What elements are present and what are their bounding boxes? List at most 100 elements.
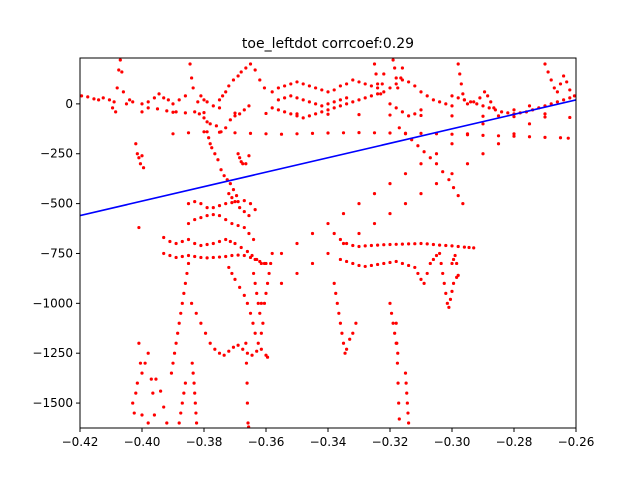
scatter-point (310, 131, 315, 135)
scatter-point (413, 265, 417, 270)
scatter-point (258, 259, 262, 264)
scatter-point (307, 84, 311, 88)
scatter-point (543, 62, 547, 66)
scatter-point (438, 251, 442, 256)
scatter-point (399, 76, 403, 80)
scatter-point (357, 202, 361, 206)
scatter-point (137, 341, 141, 345)
scatter-point (210, 146, 214, 150)
scatter-point (462, 245, 466, 249)
scatter-point (217, 213, 222, 218)
scatter-point (348, 337, 352, 341)
scatter-point (247, 213, 251, 218)
scatter-point (183, 281, 187, 285)
scatter-point (337, 311, 341, 315)
scatter-point (448, 297, 453, 301)
scatter-point (419, 90, 423, 94)
scatter-point (211, 212, 215, 217)
scatter-point (267, 271, 271, 276)
scatter-point (228, 118, 232, 122)
scatter-point (231, 188, 236, 192)
scatter-point (320, 104, 324, 108)
scatter-point (338, 321, 342, 325)
scatter-point (238, 205, 242, 210)
scatter-point (236, 223, 240, 228)
scatter-point (568, 88, 572, 92)
scatter-point (388, 182, 392, 186)
scatter-point (137, 225, 141, 230)
scatter-point (295, 80, 299, 84)
scatter-point (357, 263, 361, 268)
scatter-point (233, 277, 237, 282)
scatter-point (363, 244, 367, 248)
scatter-point (450, 94, 454, 98)
scatter-point (397, 417, 401, 421)
chart-title: toe_leftdot corrcoef:0.29 (242, 36, 414, 52)
scatter-point (413, 242, 417, 246)
scatter-point (461, 202, 465, 206)
scatter-point (233, 131, 237, 135)
scatter-point (253, 207, 257, 212)
scatter-point (450, 289, 454, 293)
scatter-point (357, 231, 361, 236)
scatter-point (128, 98, 132, 102)
scatter-point (295, 96, 299, 100)
scatter-point (419, 277, 423, 282)
scatter-point (244, 341, 248, 345)
scatter-point (227, 349, 231, 353)
scatter-point (112, 100, 116, 104)
scatter-point (162, 251, 166, 256)
scatter-point (332, 100, 336, 104)
scatter-point (394, 321, 398, 325)
scatter-point (202, 111, 206, 115)
scatter-point (438, 100, 442, 104)
scatter-point (395, 361, 400, 365)
scatter-point (419, 192, 423, 196)
scatter-point (131, 401, 135, 405)
scatter-point (242, 253, 246, 258)
scatter-point (372, 192, 377, 196)
scatter-point (338, 257, 342, 262)
scatter-point (442, 281, 446, 285)
scatter-series (80, 58, 576, 428)
scatter-point (289, 112, 293, 116)
x-tick-label: −0.26 (558, 435, 595, 449)
scatter-point (231, 345, 236, 349)
scatter-point (238, 156, 242, 160)
scatter-point (425, 242, 429, 246)
scatter-point (141, 166, 146, 170)
scatter-point (217, 239, 222, 244)
scatter-point (224, 126, 228, 130)
scatter-point (314, 86, 318, 90)
scatter-point (157, 92, 161, 96)
scatter-point (193, 254, 197, 259)
scatter-point (543, 112, 547, 116)
scatter-point (259, 347, 263, 351)
scatter-point (444, 291, 448, 295)
scatter-point (140, 154, 144, 158)
scatter-point (143, 361, 147, 365)
y-tick-label: −1500 (32, 396, 73, 410)
scatter-point (236, 74, 240, 78)
scatter-point (295, 112, 299, 116)
scatter-point (224, 254, 228, 259)
scatter-point (486, 94, 490, 98)
scatter-point (447, 178, 451, 182)
scatter-point (203, 331, 208, 335)
scatter-point (194, 421, 199, 425)
scatter-point (230, 253, 234, 258)
scatter-point (419, 131, 423, 135)
scatter-point (314, 102, 318, 106)
scatter-point (205, 120, 209, 124)
scatter-point (283, 110, 287, 114)
scatter-point (166, 98, 170, 102)
scatter-point (403, 371, 408, 375)
scatter-point (450, 142, 454, 146)
scatter-point (450, 244, 454, 248)
scatter-point (248, 202, 253, 206)
scatter-point (171, 361, 175, 365)
scatter-point (397, 126, 401, 130)
scatter-point (332, 281, 336, 285)
scatter-point (450, 104, 454, 108)
scatter-point (341, 211, 346, 216)
